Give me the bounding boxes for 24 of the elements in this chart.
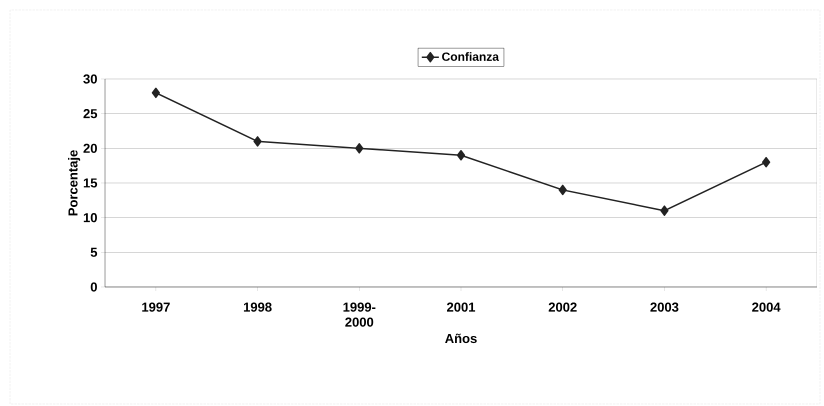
- point: [558, 184, 567, 196]
- y-tick-label: 0: [90, 282, 97, 292]
- point: [456, 150, 466, 161]
- y-tick-label: 5: [90, 248, 98, 257]
- x-tick-label: 1999-2000: [343, 302, 376, 327]
- y-tick-label: 30: [83, 74, 97, 84]
- point: [762, 156, 770, 168]
- point: [660, 205, 669, 216]
- x-axis-title: Años: [445, 334, 477, 344]
- x-tick-label: 2002: [548, 302, 577, 312]
- legend-label: Confianza: [442, 52, 500, 61]
- x-tick-label: 1997: [142, 302, 170, 312]
- y-tick-label: 20: [83, 144, 97, 153]
- x-tick-label: 2001: [447, 302, 476, 312]
- point: [253, 136, 262, 147]
- x-tick-label: 2003: [650, 302, 678, 312]
- y-axis-title: Porcentaje: [68, 150, 80, 216]
- x-tick-label: 2004: [752, 302, 781, 312]
- x-tick-label: 1998: [244, 302, 272, 312]
- point: [152, 88, 160, 98]
- point: [355, 143, 364, 154]
- y-tick-label: 10: [84, 213, 97, 222]
- y-tick-label: 15: [84, 178, 98, 188]
- y-tick-label: 25: [83, 109, 98, 118]
